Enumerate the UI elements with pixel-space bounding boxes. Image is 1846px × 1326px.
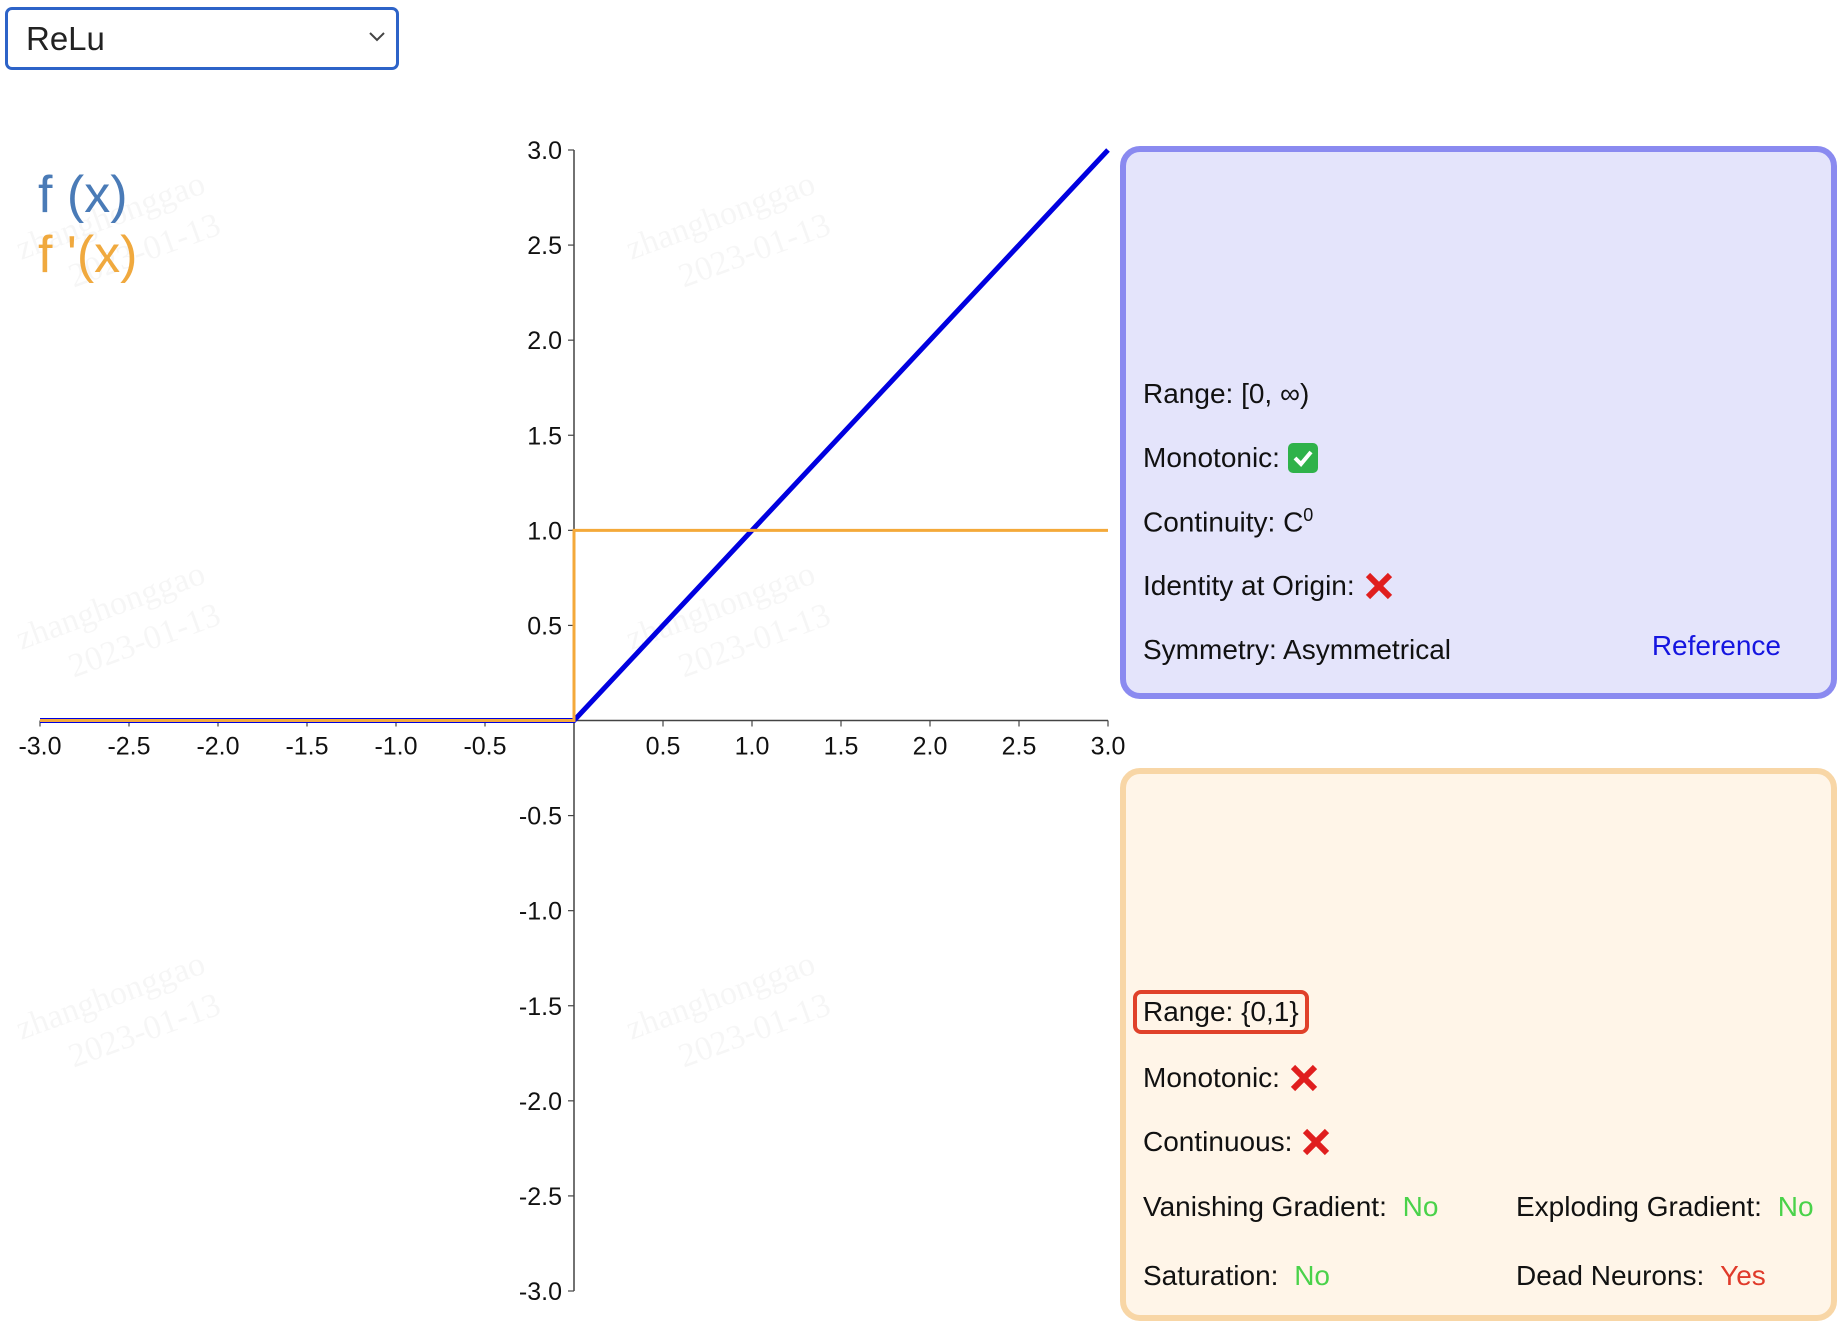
x-tick-label: -1.5 bbox=[285, 733, 328, 761]
x-tick-label: -0.5 bbox=[463, 733, 506, 761]
legend-derivative: f '(x) bbox=[38, 226, 138, 284]
y-tick-label: 1.5 bbox=[527, 422, 562, 450]
legend-function: f (x) bbox=[38, 166, 128, 224]
x-tick-label: 1.0 bbox=[735, 733, 770, 761]
y-tick-label: 0.5 bbox=[527, 612, 562, 640]
y-tick-label: -3.0 bbox=[519, 1278, 562, 1306]
function-range: Range: [0, ∞) bbox=[1143, 378, 1310, 409]
function-identity-at-origin: Identity at Origin: bbox=[1143, 566, 1395, 606]
check-icon bbox=[1287, 443, 1318, 473]
derivative-range: Range: {0,1} bbox=[1133, 990, 1309, 1034]
activation-function-select[interactable]: ReLu bbox=[5, 7, 399, 70]
x-tick-label: 1.5 bbox=[824, 733, 859, 761]
function-continuity: Continuity: C0 bbox=[1143, 505, 1314, 538]
x-tick-label: 3.0 bbox=[1091, 733, 1126, 761]
reference-link[interactable]: Reference bbox=[1651, 630, 1781, 661]
x-tick-label: -1.0 bbox=[374, 733, 417, 761]
y-tick-label: -0.5 bbox=[519, 803, 562, 831]
function-monotonic: Monotonic: bbox=[1143, 438, 1318, 478]
y-tick-label: 2.5 bbox=[527, 232, 562, 260]
y-tick-label: -2.5 bbox=[519, 1183, 562, 1211]
cross-icon bbox=[1288, 1062, 1320, 1094]
vanishing-gradient: Vanishing Gradient: No bbox=[1143, 1191, 1439, 1222]
derivative-monotonic: Monotonic: bbox=[1143, 1058, 1320, 1098]
x-tick-label: 2.0 bbox=[913, 733, 948, 761]
x-tick-label: -2.0 bbox=[196, 733, 239, 761]
y-tick-label: 1.0 bbox=[527, 517, 562, 545]
activation-chart: -3.0 -2.5 -2.0 -1.5 -1.0 -0.5 0.5 1.0 1.5 2.0 2.5 3… bbox=[18, 137, 1126, 1306]
selected-function-label: ReLu bbox=[26, 19, 105, 57]
y-tick-label: -1.5 bbox=[519, 993, 562, 1021]
cross-icon bbox=[1300, 1126, 1332, 1158]
y-tick-label: -1.0 bbox=[519, 898, 562, 926]
chevron-down-icon bbox=[369, 32, 385, 42]
dead-neurons: Dead Neurons: Yes bbox=[1516, 1260, 1766, 1291]
function-symmetry: Symmetry: Asymmetrical bbox=[1143, 634, 1452, 665]
x-tick-label: 2.5 bbox=[1002, 733, 1037, 761]
y-tick-label: 2.0 bbox=[527, 327, 562, 355]
function-properties-panel: Range: [0, ∞) Monotonic: Continuity: C0 … bbox=[1120, 146, 1837, 699]
chart-legend: f (x) f '(x) bbox=[38, 165, 137, 285]
x-tick-label: -3.0 bbox=[18, 733, 61, 761]
derivative-continuous: Continuous: bbox=[1143, 1122, 1332, 1162]
highlighted-range: Range: {0,1} bbox=[1133, 990, 1309, 1034]
derivative-series-line bbox=[40, 528, 1108, 722]
x-tick-label: 0.5 bbox=[646, 733, 681, 761]
y-tick-label: 3.0 bbox=[527, 137, 562, 165]
cross-icon bbox=[1363, 570, 1395, 602]
derivative-properties-panel: Range: {0,1} Monotonic: Continuous: Vani… bbox=[1120, 768, 1837, 1321]
y-tick-label: -2.0 bbox=[519, 1088, 562, 1116]
x-tick-label: -2.5 bbox=[107, 733, 150, 761]
saturation: Saturation: No bbox=[1143, 1260, 1330, 1291]
exploding-gradient: Exploding Gradient: No bbox=[1516, 1191, 1814, 1222]
